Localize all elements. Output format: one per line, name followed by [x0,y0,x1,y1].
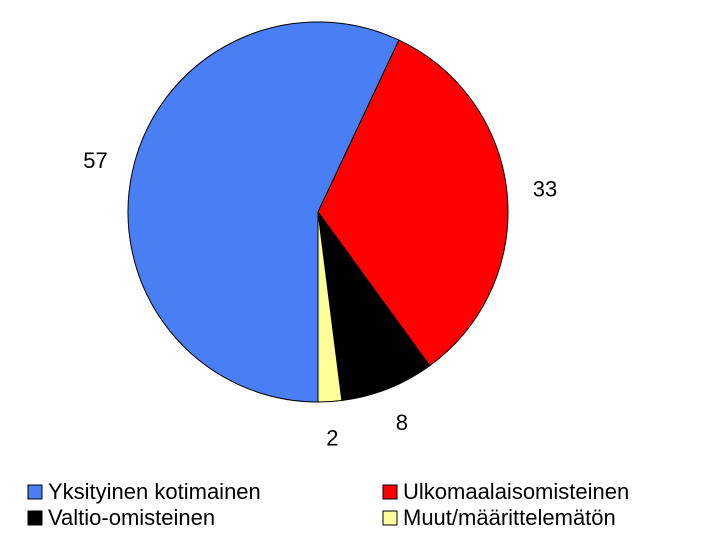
legend-label: Muut/määrittelemätön [403,505,616,530]
pie-slice [317,39,509,367]
legend-swatch [382,510,398,526]
data-label: 57 [83,148,107,173]
legend-swatch [382,484,398,500]
data-label: 8 [396,410,408,435]
data-label: 2 [326,425,338,450]
pie-slice [317,211,343,403]
legend-label: Valtio-omisteinen [48,505,215,530]
pie-slice [317,211,431,402]
legend-swatch [27,510,43,526]
pie-slice [127,21,400,403]
legend-label: Ulkomaalaisomisteinen [403,479,629,504]
legend-swatch [27,484,43,500]
legend-label: Yksityinen kotimainen [48,479,261,504]
data-label: 33 [533,176,557,201]
